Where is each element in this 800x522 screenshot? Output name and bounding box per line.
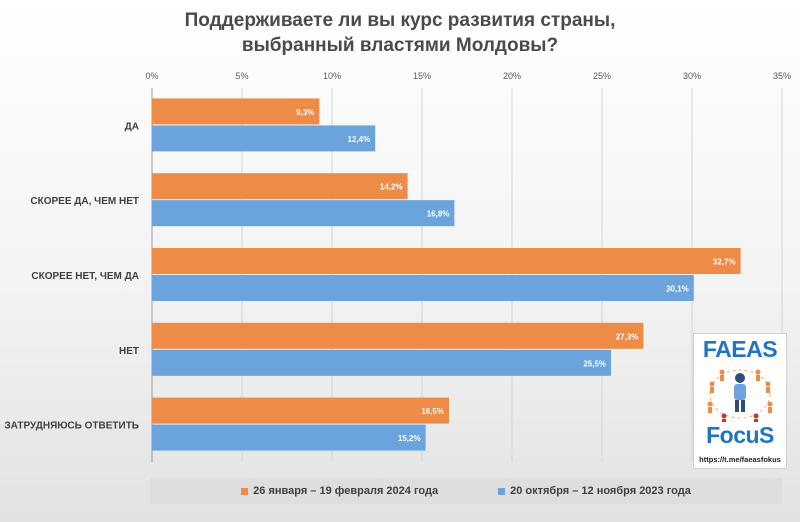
data-label: 9,3% [296, 108, 314, 117]
data-label: 16,8% [427, 210, 450, 219]
bar-2024 [152, 98, 320, 125]
bar-2023 [152, 349, 611, 376]
x-tick-label: 35% [773, 71, 791, 81]
legend-label-2024: 26 января – 19 февраля 2024 года [253, 485, 439, 497]
x-tick-label: 10% [323, 71, 341, 81]
chart-title-line-1: Поддерживаете ли вы курс развития страны… [184, 10, 616, 31]
legend-item-2024: 26 января – 19 февраля 2024 года [241, 485, 438, 497]
legend-label-2023: 20 октября – 12 ноября 2023 года [510, 485, 691, 497]
bar-2024 [152, 397, 449, 424]
x-tick-label: 30% [683, 71, 701, 81]
bar-2023 [152, 200, 455, 227]
legend-swatch-2023 [498, 487, 506, 495]
chart-legend: 26 января – 19 февраля 2024 года 20 октя… [150, 478, 782, 504]
category-label: НЕТ [119, 346, 139, 357]
category-label: СКОРЕЕ ДА, ЧЕМ НЕТ [30, 196, 139, 207]
data-label: 16,5% [421, 407, 444, 416]
bar-2024 [152, 248, 741, 274]
bar-2024 [152, 173, 408, 200]
logo-link-text: https://t.me/faeasfokus [699, 455, 781, 464]
data-label: 15,2% [398, 434, 421, 443]
data-label: 30,1% [666, 285, 689, 294]
x-tick-label: 20% [503, 71, 521, 81]
data-label: 12,4% [348, 135, 371, 144]
data-label: 25,5% [583, 359, 606, 368]
x-tick-label: 25% [593, 71, 611, 81]
x-tick-label: 0% [145, 71, 158, 81]
logo-bottom-text: FocuS [706, 422, 774, 448]
x-tick-label: 5% [235, 71, 248, 81]
category-label: СКОРЕЕ НЕТ, ЧЕМ ДА [31, 271, 139, 282]
faeas-focus-logo: FAEAS FocuS https://t.me/faeasfokus [693, 333, 787, 469]
chart-title: Поддерживаете ли вы курс развития страны… [0, 8, 800, 58]
legend-swatch-2024 [241, 487, 249, 495]
bar-2023 [152, 424, 426, 451]
data-label: 32,7% [713, 258, 736, 267]
bar-2023 [152, 125, 376, 152]
bar-2023 [152, 275, 694, 301]
data-label: 27,3% [616, 332, 639, 341]
logo-people-circle-icon [707, 369, 773, 422]
legend-item-2023: 20 октября – 12 ноября 2023 года [498, 485, 691, 497]
x-tick-label: 15% [413, 71, 431, 81]
category-label: ЗАТРУДНЯЮСЬ ОТВЕТИТЬ [4, 421, 139, 432]
logo-top-text: FAEAS [702, 336, 778, 362]
data-label: 14,2% [380, 183, 403, 192]
bar-2024 [152, 322, 644, 349]
chart-title-line-2: выбранный властями Молдовы? [241, 35, 559, 56]
category-label: ДА [125, 121, 139, 132]
